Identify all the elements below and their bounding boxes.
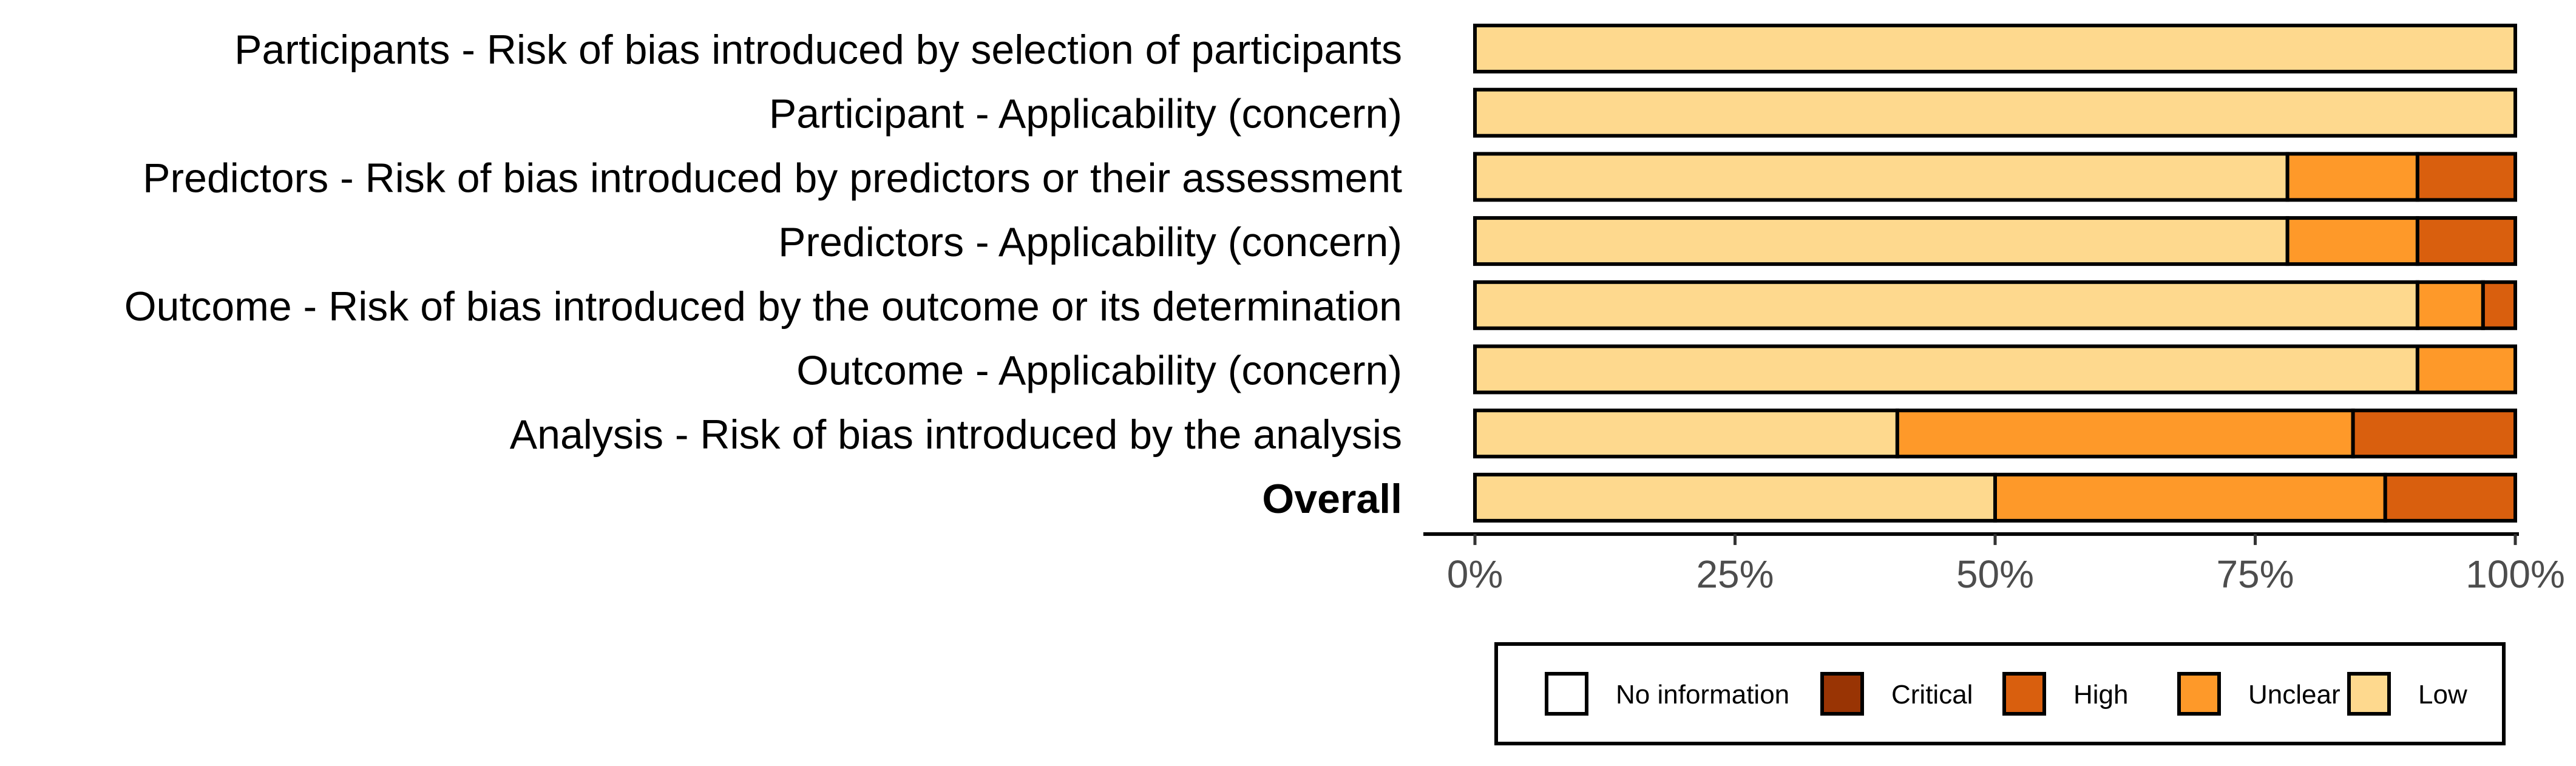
bar-segment-high [2415, 216, 2518, 266]
category-label: Participant - Applicability (concern) [769, 91, 1402, 137]
category-labels: Participants - Risk of bias introduced b… [124, 27, 1402, 522]
legend-label: No information [1616, 680, 1789, 710]
bar-segment-unclear [2415, 280, 2485, 330]
category-label: Analysis - Risk of bias introduced by th… [510, 412, 1402, 458]
legend-swatch [1820, 672, 1864, 716]
bar-segment-high [2383, 472, 2517, 523]
bar-segment-low [1473, 152, 2290, 202]
x-tick-label: 0% [1447, 552, 1503, 596]
legend-swatch [2347, 672, 2391, 716]
x-tick-label: 75% [2216, 552, 2294, 596]
category-label: Predictors - Applicability (concern) [778, 219, 1402, 265]
bar-segment-unclear [2285, 216, 2419, 266]
bar-row-2 [1473, 87, 2517, 138]
legend-item-no-information: No information [1545, 672, 1789, 716]
legend-item-high: High [2002, 672, 2129, 716]
legend-item-critical: Critical [1820, 672, 1973, 716]
bar-row-7 [1473, 408, 2517, 459]
bar-row-6 [1473, 344, 2518, 395]
category-label: Outcome - Applicability (concern) [796, 348, 1402, 394]
legend-label: High [2073, 680, 2129, 710]
bar-segment-unclear [2415, 344, 2518, 395]
x-axis: 0% 25% 50% 75% 100% [1423, 532, 2565, 596]
legend-label: Unclear [2248, 680, 2340, 710]
bar-segment-unclear [2285, 152, 2419, 202]
bar-segment-low [1473, 24, 2517, 73]
category-label: Outcome - Risk of bias introduced by the… [124, 283, 1402, 330]
bar-segment-low [1473, 87, 2517, 138]
bar-segment-low [1473, 408, 1899, 459]
bar-segment-low [1473, 216, 2290, 266]
legend-swatch [1545, 672, 1588, 716]
bars-layer [1473, 24, 2518, 523]
legend-label: Low [2418, 680, 2467, 710]
legend-box [1494, 642, 2506, 745]
bar-segment-high [2481, 280, 2517, 330]
category-label: Predictors - Risk of bias introduced by … [143, 155, 1402, 201]
legend-label: Critical [1891, 680, 1973, 710]
bar-segment-high [2351, 408, 2517, 459]
bar-row-1 [1473, 24, 2517, 73]
bar-segment-unclear [1895, 408, 2355, 459]
bar-segment-unclear [1993, 472, 2387, 523]
legend-swatch [2002, 672, 2046, 716]
legend-swatch [2177, 672, 2221, 716]
x-tick-label: 100% [2466, 552, 2565, 596]
x-tick-label: 50% [1956, 552, 2034, 596]
bar-row-3 [1473, 152, 2518, 202]
bar-segment-low [1473, 472, 1997, 523]
bar-row-5 [1473, 280, 2517, 330]
legend-item-low: Low [2347, 672, 2467, 716]
legend-item-unclear: Unclear [2177, 672, 2340, 716]
bar-segment-low [1473, 280, 2419, 330]
bar-row-8 [1473, 472, 2517, 523]
category-label: Overall [1262, 476, 1402, 522]
category-label: Participants - Risk of bias introduced b… [234, 27, 1402, 73]
bar-segment-high [2415, 152, 2518, 202]
bar-row-4 [1473, 216, 2518, 266]
legend: No information Critical High Unclear Low [1494, 642, 2506, 745]
bar-segment-low [1473, 344, 2419, 395]
x-tick-label: 25% [1696, 552, 1774, 596]
